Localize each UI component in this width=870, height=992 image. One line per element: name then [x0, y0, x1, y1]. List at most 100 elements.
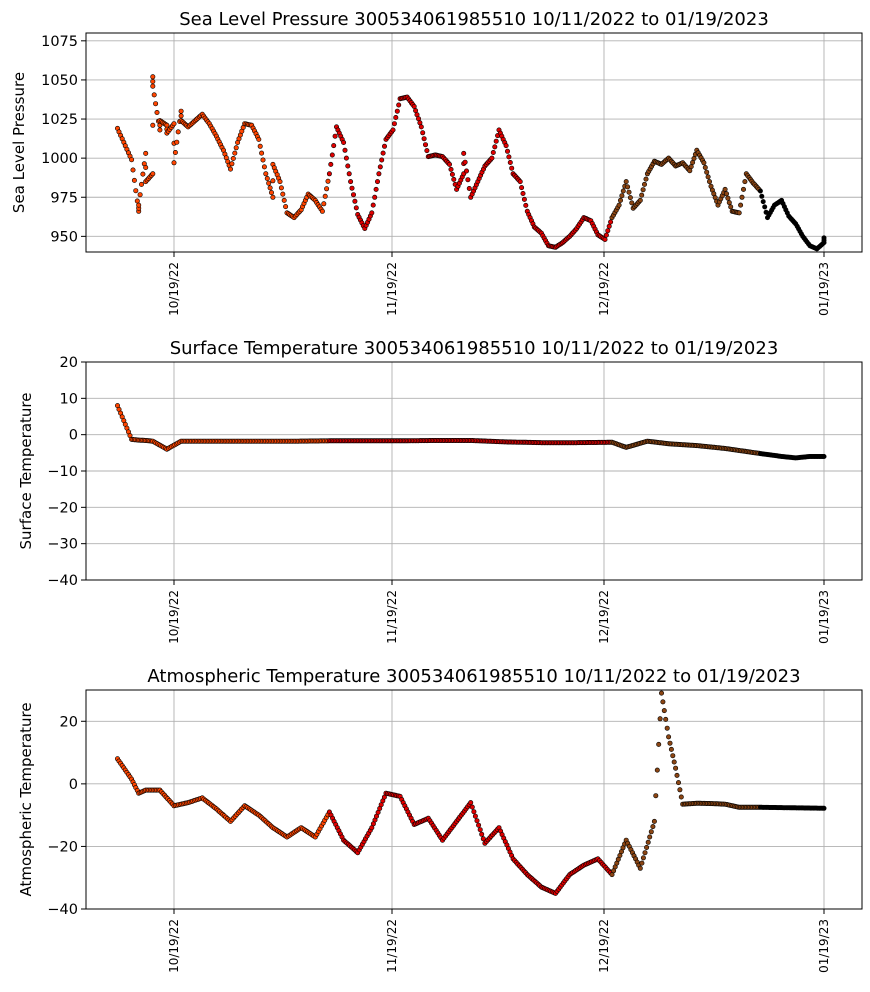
data-point — [688, 164, 694, 170]
data-point — [374, 179, 380, 185]
data-point — [280, 191, 286, 197]
data-point — [461, 150, 467, 156]
data-point — [232, 150, 238, 156]
data-point — [723, 191, 729, 197]
data-point — [171, 121, 177, 127]
data-point — [616, 202, 622, 208]
data-point — [654, 767, 660, 773]
data-point — [380, 150, 386, 156]
data-point — [658, 690, 664, 696]
data-point — [480, 836, 486, 842]
data-point — [627, 195, 633, 201]
x-tick-label: 12/19/22 — [597, 590, 611, 644]
x-tick-label: 10/19/22 — [167, 590, 181, 644]
data-point — [332, 133, 338, 139]
data-point — [396, 102, 402, 108]
data-point — [472, 813, 478, 819]
data-point — [668, 746, 674, 752]
y-axis-label: Sea Level Pressure — [10, 72, 28, 213]
data-point — [759, 193, 765, 199]
x-tick-label: 11/19/22 — [385, 590, 399, 644]
data-point — [664, 725, 670, 731]
data-point — [131, 177, 137, 183]
data-point — [319, 208, 325, 214]
data-point — [657, 716, 663, 722]
data-point — [321, 201, 327, 207]
data-point — [415, 116, 421, 122]
data-point — [424, 148, 430, 154]
data-point — [172, 150, 178, 156]
data-point — [645, 839, 651, 845]
data-point — [394, 108, 400, 114]
data-point — [417, 120, 423, 126]
data-point — [760, 199, 766, 205]
data-point — [687, 168, 693, 174]
chart-title: Atmospheric Temperature 300534061985510 … — [147, 666, 800, 687]
data-point — [462, 159, 468, 165]
data-point — [259, 150, 265, 156]
data-point — [608, 219, 614, 225]
y-tick-label: −20 — [47, 500, 78, 516]
data-point — [639, 860, 645, 866]
data-point — [642, 850, 648, 856]
data-point — [471, 809, 477, 815]
data-point — [266, 180, 272, 186]
chart-panel-3: Atmospheric Temperature 300534061985510 … — [17, 666, 863, 973]
data-point — [369, 210, 375, 216]
data-point — [150, 122, 156, 128]
data-point — [523, 202, 529, 208]
data-point — [370, 202, 376, 208]
x-tick-label: 01/19/23 — [817, 590, 831, 644]
data-point — [739, 194, 745, 200]
data-point — [348, 179, 354, 185]
y-tick-label: 1000 — [41, 151, 78, 167]
data-point — [353, 205, 359, 211]
data-point — [322, 193, 328, 199]
data-point — [705, 174, 711, 180]
data-point — [728, 204, 734, 210]
data-point — [667, 740, 673, 746]
data-point — [504, 148, 510, 154]
data-point — [341, 140, 347, 146]
data-point — [506, 154, 512, 160]
data-point — [641, 181, 647, 187]
data-point — [264, 176, 270, 182]
data-point — [143, 150, 149, 156]
data-point — [150, 74, 156, 80]
data-point — [136, 202, 142, 208]
data-point — [507, 160, 513, 166]
data-point — [278, 185, 284, 191]
data-point — [674, 772, 680, 778]
data-point — [349, 185, 355, 191]
data-point — [625, 184, 631, 190]
data-point — [644, 844, 650, 850]
data-point — [150, 171, 156, 177]
data-point — [477, 827, 483, 833]
chart-panel-2: Surface Temperature 300534061985510 10/1… — [17, 338, 863, 644]
y-tick-label: 0 — [69, 428, 78, 444]
data-point — [157, 127, 163, 133]
data-point — [331, 143, 337, 149]
data-points — [115, 690, 827, 896]
plot-frame — [85, 689, 863, 910]
data-point — [617, 197, 623, 203]
data-point — [230, 156, 236, 162]
data-point — [670, 753, 676, 759]
data-point — [229, 161, 235, 167]
x-tick-label: 12/19/22 — [597, 919, 611, 973]
data-point — [133, 188, 139, 194]
data-point — [393, 115, 399, 121]
data-point — [702, 165, 708, 171]
data-point — [661, 708, 667, 714]
data-point — [451, 176, 457, 182]
y-tick-label: −40 — [47, 902, 78, 918]
data-point — [489, 155, 495, 161]
data-point — [726, 200, 732, 206]
data-point — [704, 169, 710, 175]
data-point — [678, 794, 684, 800]
data-point — [821, 453, 827, 459]
x-tick-label: 01/19/23 — [817, 919, 831, 973]
data-point — [620, 188, 626, 194]
data-point — [420, 130, 426, 136]
y-tick-label: 975 — [50, 190, 78, 206]
